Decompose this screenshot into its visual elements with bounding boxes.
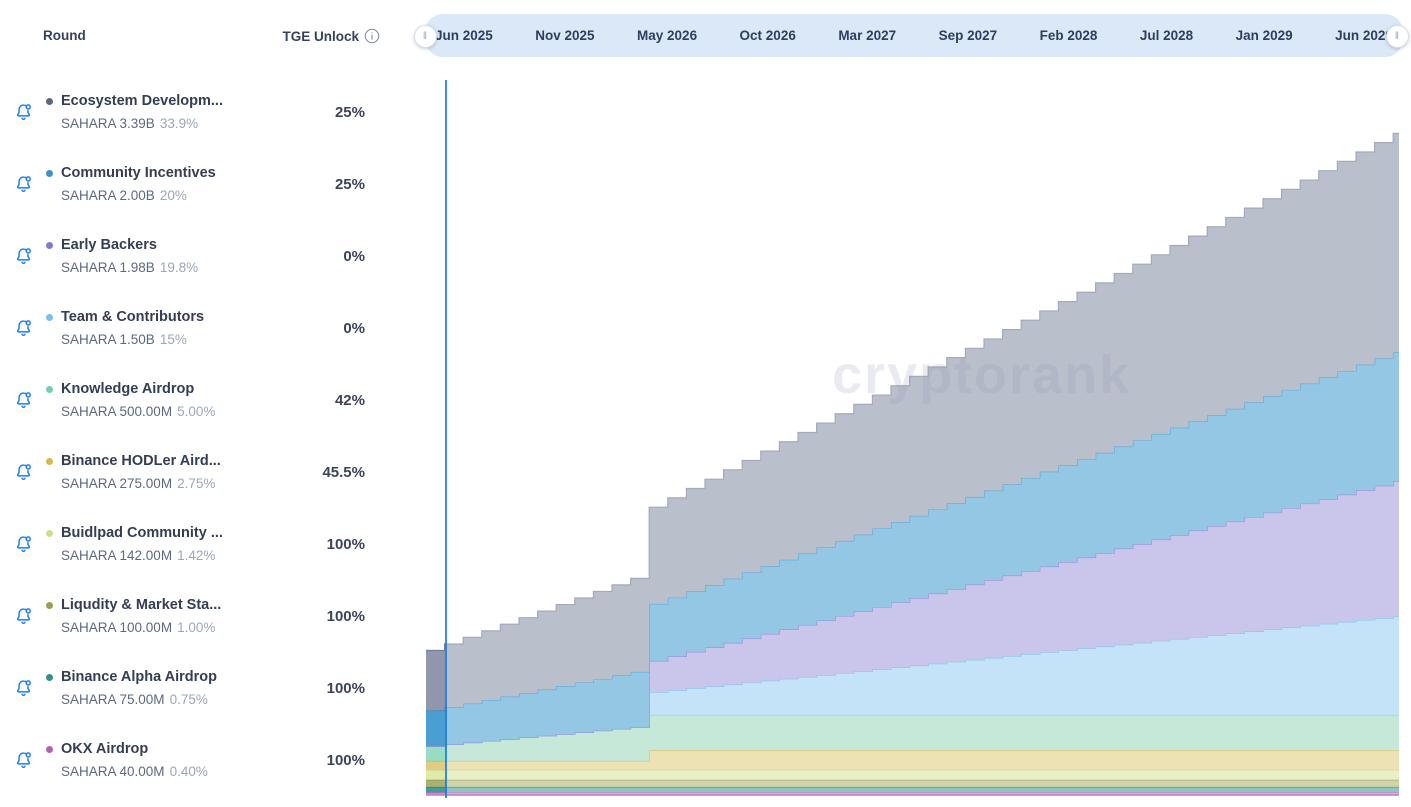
allocation-row[interactable]: Liqudity & Market Sta... SAHARA 100.00M 1… <box>0 580 422 652</box>
series-color-dot <box>46 241 53 249</box>
round-column-header: Round <box>43 28 86 43</box>
token-amount: SAHARA 275.00M <box>61 476 173 491</box>
timeline-right-handle[interactable]: ‖ <box>1386 25 1409 48</box>
supply-share: 0.75% <box>169 692 208 707</box>
round-name: Buidlpad Community ... <box>61 525 223 541</box>
timeline-tick-label: Sep 2027 <box>938 28 998 43</box>
notification-bell-icon[interactable] <box>0 174 46 195</box>
notification-bell-icon[interactable] <box>0 606 46 627</box>
tge-header-label: TGE Unlock <box>282 28 359 44</box>
token-amount: SAHARA 500.00M <box>61 404 173 419</box>
supply-share: 2.75% <box>177 476 216 491</box>
supply-share: 5.00% <box>177 404 216 419</box>
tge-unlock-value: 42% <box>334 391 365 409</box>
notification-bell-icon[interactable] <box>0 678 46 699</box>
timeline-tick-label: Feb 2028 <box>1039 28 1098 43</box>
round-name: Knowledge Airdrop <box>61 381 195 397</box>
list-header: Round TGE Unlock <box>0 28 380 44</box>
token-amount: SAHARA 40.00M <box>61 764 165 779</box>
tge-unlock-value: 100% <box>326 751 365 769</box>
series-color-dot <box>46 97 53 105</box>
tge-unlock-value: 0% <box>343 247 365 265</box>
tge-unlock-value: 0% <box>343 319 365 337</box>
allocation-row[interactable]: Buidlpad Community ... SAHARA 142.00M 1.4… <box>0 508 422 580</box>
notification-bell-icon[interactable] <box>0 318 46 339</box>
timeline-range-bar[interactable]: Jun 2025 Nov 2025 May 2026 Oct 2026 Mar 2027… <box>425 14 1403 57</box>
token-amount: SAHARA 142.00M <box>61 548 173 563</box>
allocation-row[interactable]: Early Backers SAHARA 1.98B 19.8% 0% <box>0 220 422 292</box>
tge-unlock-value: 100% <box>326 607 365 625</box>
series-color-dot <box>46 385 53 393</box>
series-color-dot <box>46 673 53 681</box>
timeline-tick-label: Mar 2027 <box>838 28 897 43</box>
tge-unlock-value: 100% <box>326 535 365 553</box>
supply-share: 1.00% <box>177 620 216 635</box>
timeline-tick-label: May 2026 <box>637 28 698 43</box>
notification-bell-icon[interactable] <box>0 462 46 483</box>
round-name: Team & Contributors <box>61 309 205 325</box>
series-color-dot <box>46 745 53 753</box>
timeline-tick-label: Oct 2026 <box>739 28 796 43</box>
supply-share: 15% <box>159 332 187 347</box>
notification-bell-icon[interactable] <box>0 102 46 123</box>
round-name: Community Incentives <box>61 165 216 181</box>
timeline-tick-label: Jun 2025 <box>435 28 493 43</box>
allocation-row[interactable]: Ecosystem Developm... SAHARA 3.39B 33.9% … <box>0 76 422 148</box>
round-name: OKX Airdrop <box>61 741 149 757</box>
token-amount: SAHARA 1.98B <box>61 260 155 275</box>
timeline-tick-label: Jun 2029 <box>1335 28 1393 43</box>
timeline-tick-label: Jan 2029 <box>1235 28 1293 43</box>
allocation-list: Ecosystem Developm... SAHARA 3.39B 33.9% … <box>0 76 422 796</box>
supply-share: 33.9% <box>159 116 199 131</box>
token-amount: SAHARA 75.00M <box>61 692 165 707</box>
allocation-row[interactable]: Binance Alpha Airdrop SAHARA 75.00M 0.75%… <box>0 652 422 724</box>
round-name: Early Backers <box>61 237 157 253</box>
token-amount: SAHARA 100.00M <box>61 620 173 635</box>
allocation-row[interactable]: Knowledge Airdrop SAHARA 500.00M 5.00% 42… <box>0 364 422 436</box>
notification-bell-icon[interactable] <box>0 534 46 555</box>
round-name: Liqudity & Market Sta... <box>61 597 222 613</box>
timeline-left-handle[interactable]: ‖ <box>414 25 437 48</box>
token-amount: SAHARA 2.00B <box>61 188 155 203</box>
timeline-tick-label: Nov 2025 <box>535 28 595 43</box>
series-color-dot <box>46 529 53 537</box>
notification-bell-icon[interactable] <box>0 390 46 411</box>
series-color-dot <box>46 601 53 609</box>
supply-share: 1.42% <box>177 548 216 563</box>
supply-share: 20% <box>159 188 187 203</box>
tge-unlock-value: 25% <box>334 103 365 121</box>
allocation-sidebar: Round TGE Unlock <box>0 0 422 807</box>
supply-share: 19.8% <box>159 260 199 275</box>
series-color-dot <box>46 457 53 465</box>
tge-unlock-value: 25% <box>334 175 365 193</box>
timeline-tick-label: Jul 2028 <box>1139 28 1194 43</box>
series-color-dot <box>46 313 53 321</box>
notification-bell-icon[interactable] <box>0 750 46 771</box>
tge-unlock-value: 100% <box>326 679 365 697</box>
round-name: Binance HODLer Aird... <box>61 453 221 469</box>
supply-share: 0.40% <box>169 764 208 779</box>
tge-unlock-value: 45.5% <box>322 463 365 481</box>
token-amount: SAHARA 3.39B <box>61 116 155 131</box>
allocation-row[interactable]: OKX Airdrop SAHARA 40.00M 0.40% 100% <box>0 724 422 796</box>
notification-bell-icon[interactable] <box>0 246 46 267</box>
token-amount: SAHARA 1.50B <box>61 332 155 347</box>
series-color-dot <box>46 169 53 177</box>
info-icon[interactable] <box>364 28 380 44</box>
round-name: Ecosystem Developm... <box>61 93 223 109</box>
allocation-row[interactable]: Binance HODLer Aird... SAHARA 275.00M 2.7… <box>0 436 422 508</box>
tge-column-header: TGE Unlock <box>282 28 380 44</box>
round-name: Binance Alpha Airdrop <box>61 669 218 685</box>
allocation-row[interactable]: Team & Contributors SAHARA 1.50B 15% 0% <box>0 292 422 364</box>
allocation-row[interactable]: Community Incentives SAHARA 2.00B 20% 25% <box>0 148 422 220</box>
